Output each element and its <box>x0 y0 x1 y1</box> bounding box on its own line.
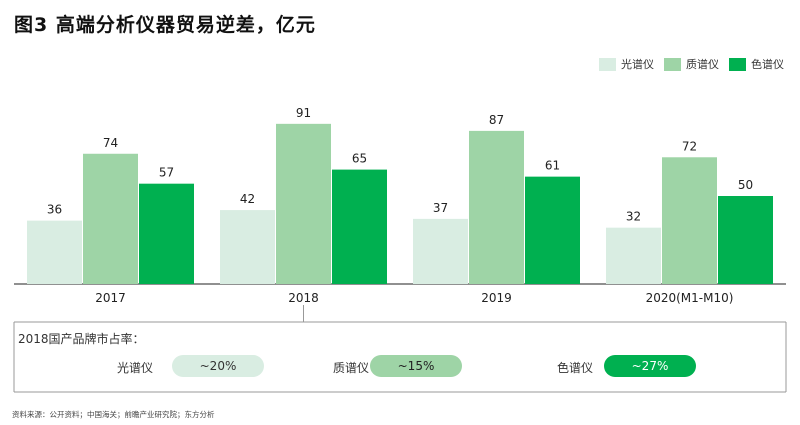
legend-item-mass-spectrometer: 质谱仪 <box>664 56 719 72</box>
share-name-chromatograph: 色谱仪 <box>557 361 594 375</box>
legend-item-chromatograph: 色谱仪 <box>729 56 784 72</box>
bar-spectrometer-2 <box>413 218 468 284</box>
legend-swatch-spectrometer <box>599 57 616 71</box>
share-label: 2018国产品牌市占率： <box>18 332 145 346</box>
share-name-mass-spectrometer: 质谱仪 <box>333 361 370 375</box>
bar-spectrometer-0 <box>27 220 82 284</box>
bar-mass-spectrometer-0 <box>83 153 138 284</box>
data-label-spectrometer-1: 42 <box>240 192 255 206</box>
legend-swatch-chromatograph <box>729 57 746 71</box>
legend: 光谱仪 质谱仪 色谱仪 <box>599 56 784 72</box>
data-label-chromatograph-2: 61 <box>545 159 560 173</box>
share-pill-spectrometer: ~20% <box>172 355 264 377</box>
bar-chromatograph-0 <box>139 183 194 284</box>
bar-mass-spectrometer-1 <box>276 123 331 284</box>
legend-item-spectrometer: 光谱仪 <box>599 56 654 72</box>
data-label-spectrometer-2: 37 <box>433 201 448 215</box>
data-label-spectrometer-3: 32 <box>626 210 641 224</box>
share-name-spectrometer: 光谱仪 <box>117 361 154 375</box>
x-tick-label-0: 2017 <box>95 291 126 305</box>
data-label-mass-spectrometer-1: 91 <box>296 106 311 120</box>
data-label-mass-spectrometer-3: 72 <box>682 139 697 153</box>
bar-spectrometer-1 <box>220 210 275 284</box>
legend-label-spectrometer: 光谱仪 <box>621 58 654 71</box>
share-pill-chromatograph: ~27% <box>604 355 696 377</box>
bar-chromatograph-2 <box>525 176 580 284</box>
data-label-mass-spectrometer-2: 87 <box>489 113 504 127</box>
bar-mass-spectrometer-3 <box>662 157 717 284</box>
chart-title: 图3 高端分析仪器贸易逆差，亿元 <box>14 14 316 36</box>
bar-spectrometer-3 <box>606 227 661 284</box>
x-tick-label-2: 2019 <box>481 291 512 305</box>
bar-chromatograph-1 <box>332 169 387 284</box>
x-tick-label-3: 2020(M1-M10) <box>646 291 734 305</box>
share-row: 光谱仪 ~20% 质谱仪 ~15% 色谱仪 ~27% <box>0 355 800 379</box>
source-note: 资料来源：公开资料；中国海关；前瞻产业研究院；东方分析 <box>12 410 215 419</box>
data-label-chromatograph-1: 65 <box>352 152 367 166</box>
data-label-chromatograph-0: 57 <box>159 166 174 180</box>
legend-label-chromatograph: 色谱仪 <box>751 58 784 71</box>
legend-swatch-mass-spectrometer <box>664 57 681 71</box>
data-label-chromatograph-3: 50 <box>738 178 753 192</box>
data-label-mass-spectrometer-0: 74 <box>103 136 118 150</box>
share-pill-mass-spectrometer: ~15% <box>370 355 462 377</box>
bar-chromatograph-3 <box>718 196 773 284</box>
x-tick-label-1: 2018 <box>288 291 319 305</box>
legend-label-mass-spectrometer: 质谱仪 <box>686 58 719 71</box>
bar-mass-spectrometer-2 <box>469 130 524 284</box>
data-label-spectrometer-0: 36 <box>47 203 62 217</box>
